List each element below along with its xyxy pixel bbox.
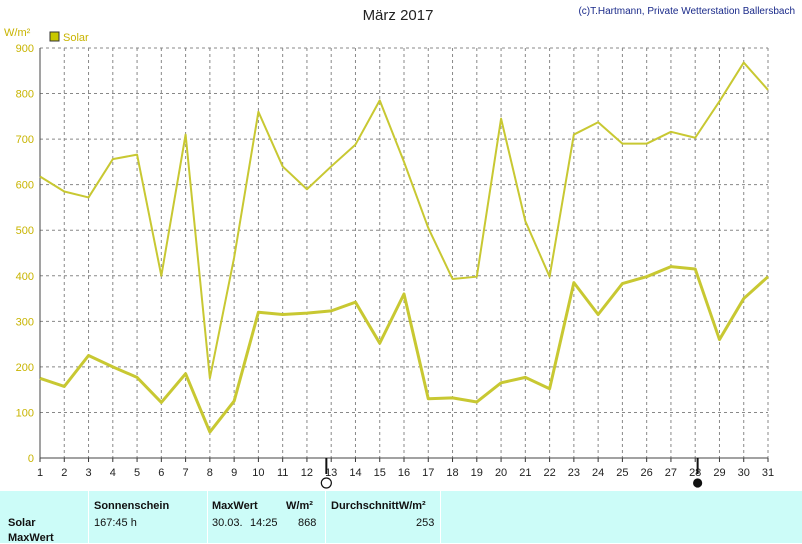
x-tick-label: 7 xyxy=(183,467,189,479)
x-tick-label: 14 xyxy=(349,467,361,479)
series-line-solar-avg xyxy=(39,265,770,434)
x-tick-label: 19 xyxy=(471,467,483,479)
x-tick-label: 3 xyxy=(85,467,91,479)
sonnenschein-header: Sonnenschein xyxy=(94,500,170,512)
panel-divider xyxy=(325,491,326,543)
maxwert-value: 868 xyxy=(298,517,317,529)
sonnenschein-value: 167:45 h xyxy=(94,517,137,529)
x-tick-label: 25 xyxy=(616,467,628,479)
x-tick-label: 24 xyxy=(592,467,604,479)
x-tick-label: 29 xyxy=(713,467,725,479)
x-tick-label: 12 xyxy=(301,467,313,479)
solar-chart: März 2017 (c)T.Hartmann, Private Wetters… xyxy=(4,6,795,489)
durchschnitt-header: DurchschnittW/m² xyxy=(331,500,426,512)
credit-text: (c)T.Hartmann, Private Wetterstation Bal… xyxy=(578,6,795,17)
x-tick-label: 18 xyxy=(446,467,458,479)
x-tick-label: 16 xyxy=(398,467,410,479)
panel-divider xyxy=(440,491,441,543)
summary-panel: Sonnenschein MaxWert W/m² DurchschnittW/… xyxy=(0,491,802,544)
x-tick-label: 11 xyxy=(277,467,288,479)
x-tick-label: 10 xyxy=(252,467,264,479)
moon-markers xyxy=(320,458,703,489)
y-tick-label: 400 xyxy=(16,271,34,283)
panel-divider xyxy=(207,491,208,543)
row-label-maxwert: MaxWert xyxy=(8,532,54,544)
y-unit-label: W/m² xyxy=(4,27,31,39)
y-tick-label: 700 xyxy=(16,134,34,146)
new-moon-icon xyxy=(693,478,703,488)
x-tick-label: 17 xyxy=(422,467,434,479)
y-tick-label: 900 xyxy=(16,43,34,55)
y-tick-label: 200 xyxy=(16,362,34,374)
x-tick-label: 30 xyxy=(738,467,750,479)
row-label-solar: Solar xyxy=(8,517,36,529)
legend-label: Solar xyxy=(63,32,89,44)
maxwert-header: MaxWert xyxy=(212,500,258,512)
x-tick-label: 13 xyxy=(325,467,337,479)
full-moon-icon xyxy=(320,477,332,489)
y-tick-label: 600 xyxy=(16,180,34,192)
x-tick-label: 31 xyxy=(762,467,774,479)
x-tick-label: 20 xyxy=(495,467,507,479)
x-tick-label: 15 xyxy=(374,467,386,479)
x-tick-label: 26 xyxy=(641,467,653,479)
grid xyxy=(40,47,769,458)
y-tick-label: 100 xyxy=(16,407,34,419)
x-tick-label: 2 xyxy=(61,467,67,479)
series-line-solar-max xyxy=(39,61,769,380)
y-tick-label: 800 xyxy=(16,89,34,101)
panel-divider xyxy=(88,491,89,543)
y-tick-label: 500 xyxy=(16,225,34,237)
maxwert-unit: W/m² xyxy=(286,500,313,512)
x-tick-label: 21 xyxy=(519,467,531,479)
x-tick-label: 22 xyxy=(543,467,555,479)
durchschnitt-value: 253 xyxy=(416,517,435,529)
x-tick-label: 8 xyxy=(207,467,213,479)
x-tick-label: 6 xyxy=(158,467,164,479)
x-tick-label: 28 xyxy=(689,467,701,479)
legend-swatch xyxy=(49,31,60,42)
maxwert-time: 14:25 xyxy=(250,517,278,529)
x-tick-label: 27 xyxy=(665,467,677,479)
series-group xyxy=(39,61,770,434)
x-tick-label: 4 xyxy=(110,467,116,479)
y-tick-label: 300 xyxy=(16,316,34,328)
x-tick-label: 5 xyxy=(134,467,140,479)
x-tick-label: 1 xyxy=(37,467,43,479)
y-tick-label: 0 xyxy=(28,453,34,465)
chart-title: März 2017 xyxy=(363,7,434,24)
x-tick-label: 23 xyxy=(568,467,580,479)
x-tick-label: 9 xyxy=(231,467,237,479)
maxwert-date: 30.03. xyxy=(212,517,243,529)
